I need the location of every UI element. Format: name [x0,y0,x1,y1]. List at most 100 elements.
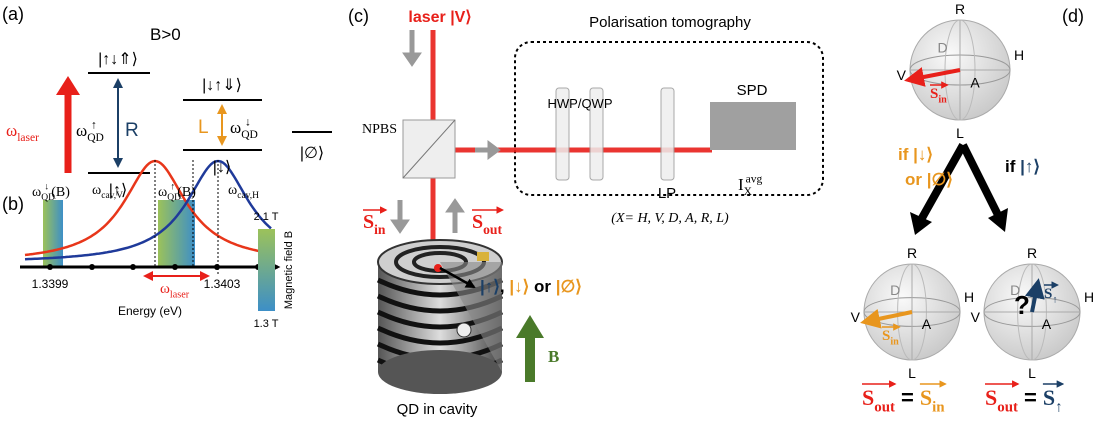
text-part: (B) [177,185,196,200]
text-part: ↓ [245,115,251,128]
label: R [1027,245,1037,261]
label: R [125,120,139,141]
label: Sout [862,385,895,416]
text-part: (B) [51,185,70,200]
text-part: ω [158,185,167,200]
label: L [908,365,916,381]
label: B>0 [150,25,181,44]
label: A [922,316,932,332]
label: (X= H, V, D, A, R, L) [611,211,729,226]
label: R [955,1,965,17]
label: B [548,347,559,366]
text-part: ↓ [44,183,49,193]
text-part: S [1044,286,1052,302]
text-part: S [472,211,483,233]
text-part: ω [32,185,41,200]
label: ωcav,H [228,183,259,201]
text-part: |↑⟩ [480,277,500,296]
text-part: cav,H [237,191,259,201]
label: H [1084,289,1094,305]
label: = [901,385,914,410]
label: HWP/QWP [548,96,613,111]
label: R [907,245,917,261]
text-part: out [874,400,895,416]
label: |↓↑⇓⟩ [202,77,242,94]
text-part: in [932,400,945,416]
text-part: laser [170,290,190,301]
label: Energy (eV) [118,304,182,318]
label: SPD [737,82,768,99]
label: D [937,40,947,56]
label: laser |V⟩ [408,9,471,26]
text-part: or |∅⟩ [905,170,953,189]
label: Sin [363,211,386,237]
label: |↑↓⇑⟩ [98,51,138,68]
text-part: |↓⟩ [509,277,529,296]
label: Sout [985,385,1018,416]
label: ωlaser [6,121,39,144]
cavity [378,240,502,394]
text-part: S [930,86,938,102]
text-part: S [363,211,374,233]
text-part: avg [746,172,763,185]
label: if |↓⟩ [898,145,933,164]
label: Sout [472,211,502,237]
text-part: X [744,185,753,198]
figure: (a)B>0|↑↓⇑⟩|↑⟩|↓↑⇓⟩|↓⟩|∅⟩ωlaserωQD↑RLωQD… [0,0,1097,426]
text-part: QD [87,131,104,144]
text-part: in [890,337,899,348]
text-part: |↑⟩ [1020,157,1040,176]
label: (a) [2,4,24,24]
label: (d) [1062,6,1084,26]
label: if |↑⟩ [1005,157,1040,176]
text-part: QD [241,128,258,141]
label: (c) [348,6,369,26]
label: Sin [920,385,945,416]
label: ? [1014,290,1030,320]
text-part: S [862,385,874,410]
label: 1.3399 [32,277,69,291]
text-part: ω [228,183,237,198]
text-part: or [529,277,555,296]
label: LP [658,185,676,202]
text-part: if |↓⟩ [898,145,933,164]
label: Polarisation tomography [589,14,751,31]
label: NPBS [362,122,397,137]
text-part: S [985,385,997,410]
layout [20,30,1008,394]
label: ωQD↑ [76,118,104,144]
label: ωQD↓(B) [32,183,70,204]
text-part: in [374,222,386,237]
label: ωQD↓ [230,115,258,141]
label: H [964,289,974,305]
text-part: S [882,328,890,344]
label: (b) [2,194,24,214]
text-part: out [483,222,502,237]
label: |↑⟩, |↓⟩ or |∅⟩ [480,277,582,296]
label: 1.3403 [204,277,241,291]
label: V [971,309,981,325]
text-part: ↑ [91,118,97,131]
label: L [956,125,964,141]
label: S↑ [1043,385,1063,416]
label: 1.3 T [254,318,279,330]
text-part: ω [92,183,101,198]
label: ωlaser [160,281,190,301]
text-part: laser [17,131,39,144]
label: = [1024,385,1037,410]
text-part: ↑ [1055,400,1062,416]
text-part: in [938,95,947,106]
label: |∅⟩ [300,145,324,162]
text-part: ω [230,118,241,137]
text-part: ↑ [1052,295,1057,306]
label: L [198,117,209,138]
text-part: S [1043,385,1055,410]
label: A [970,75,980,91]
text-part: ω [6,121,17,140]
label: QD in cavity [397,401,478,418]
text-part: ω [76,121,87,140]
label: |↓⟩ [213,159,231,176]
label: 2.1 T [254,211,279,223]
text-part: ↑ [170,183,175,193]
label: V [851,309,861,325]
